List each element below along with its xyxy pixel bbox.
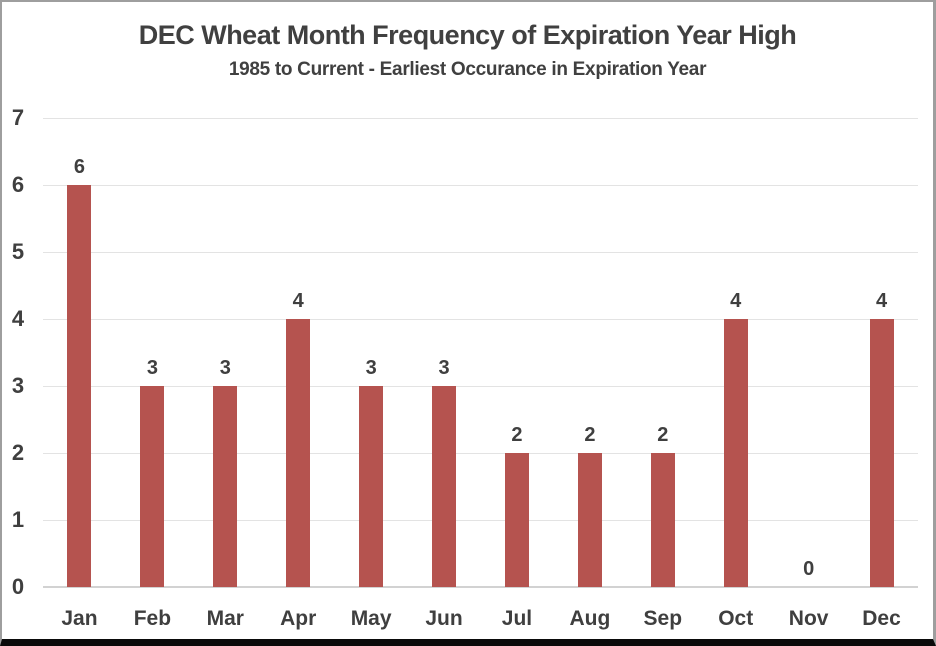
- bar-dec: [869, 319, 894, 587]
- gridline: [43, 319, 918, 320]
- gridline: [43, 185, 918, 186]
- y-axis-tick-label: 3: [11, 373, 25, 398]
- bar-value-label: 2: [657, 424, 669, 446]
- x-axis-category-label: Oct: [718, 607, 754, 630]
- bar-value-label: 6: [73, 156, 86, 178]
- bar-value-label: 3: [365, 357, 377, 379]
- gridline: [43, 386, 918, 387]
- bar-aug: [577, 453, 602, 587]
- y-axis-tick-label: 1: [11, 507, 25, 532]
- gridline: [43, 520, 918, 521]
- bar-value-label: 2: [511, 424, 523, 446]
- x-axis-category-label: Aug: [569, 607, 611, 630]
- x-axis-category-label: Feb: [133, 607, 172, 630]
- chart-title: DEC Wheat Month Frequency of Expiration …: [138, 20, 797, 50]
- bar-value-label: 2: [584, 424, 596, 446]
- bar-oct: [723, 319, 748, 587]
- bar-jul: [504, 453, 529, 587]
- bar-value-label: 0: [803, 558, 815, 580]
- bar-value-label: 4: [730, 290, 742, 312]
- x-axis-category-label: Apr: [280, 607, 317, 630]
- x-axis-category-label: Jan: [61, 607, 98, 630]
- bar-mar: [213, 386, 238, 587]
- y-axis-tick-label: 0: [11, 574, 25, 599]
- x-axis-category-label: Jun: [425, 607, 463, 630]
- y-axis-tick-label: 7: [11, 105, 25, 130]
- bar-value-label: 3: [438, 357, 450, 379]
- bar-jan: [67, 185, 92, 587]
- gridline: [43, 118, 918, 119]
- bar-apr: [286, 319, 311, 587]
- x-axis-category-label: Jul: [501, 607, 533, 630]
- gridline: [43, 252, 918, 253]
- y-axis-tick-label: 5: [11, 239, 25, 264]
- x-axis-category-label: Sep: [643, 607, 683, 630]
- x-axis-category-label: Dec: [862, 607, 901, 630]
- bar-may: [359, 386, 384, 587]
- bar-value-label: 4: [292, 290, 304, 312]
- y-axis-tick-label: 2: [11, 440, 25, 465]
- gridline: [43, 453, 918, 454]
- y-axis-tick-label: 6: [11, 172, 25, 197]
- bar-value-label: 4: [875, 290, 888, 312]
- y-axis-tick-label: 4: [11, 306, 25, 331]
- bar-value-label: 3: [219, 357, 231, 379]
- chart-subtitle: 1985 to Current - Earliest Occurance in …: [228, 59, 707, 80]
- bar-jun: [432, 386, 457, 587]
- x-axis-category-label: May: [350, 607, 392, 630]
- bar-sep: [650, 453, 675, 587]
- bar-feb: [140, 386, 165, 587]
- x-axis-category-label: Nov: [788, 607, 829, 630]
- bar-value-label: 3: [146, 357, 158, 379]
- x-axis-category-label: Mar: [206, 607, 244, 630]
- x-axis-line: [43, 586, 918, 588]
